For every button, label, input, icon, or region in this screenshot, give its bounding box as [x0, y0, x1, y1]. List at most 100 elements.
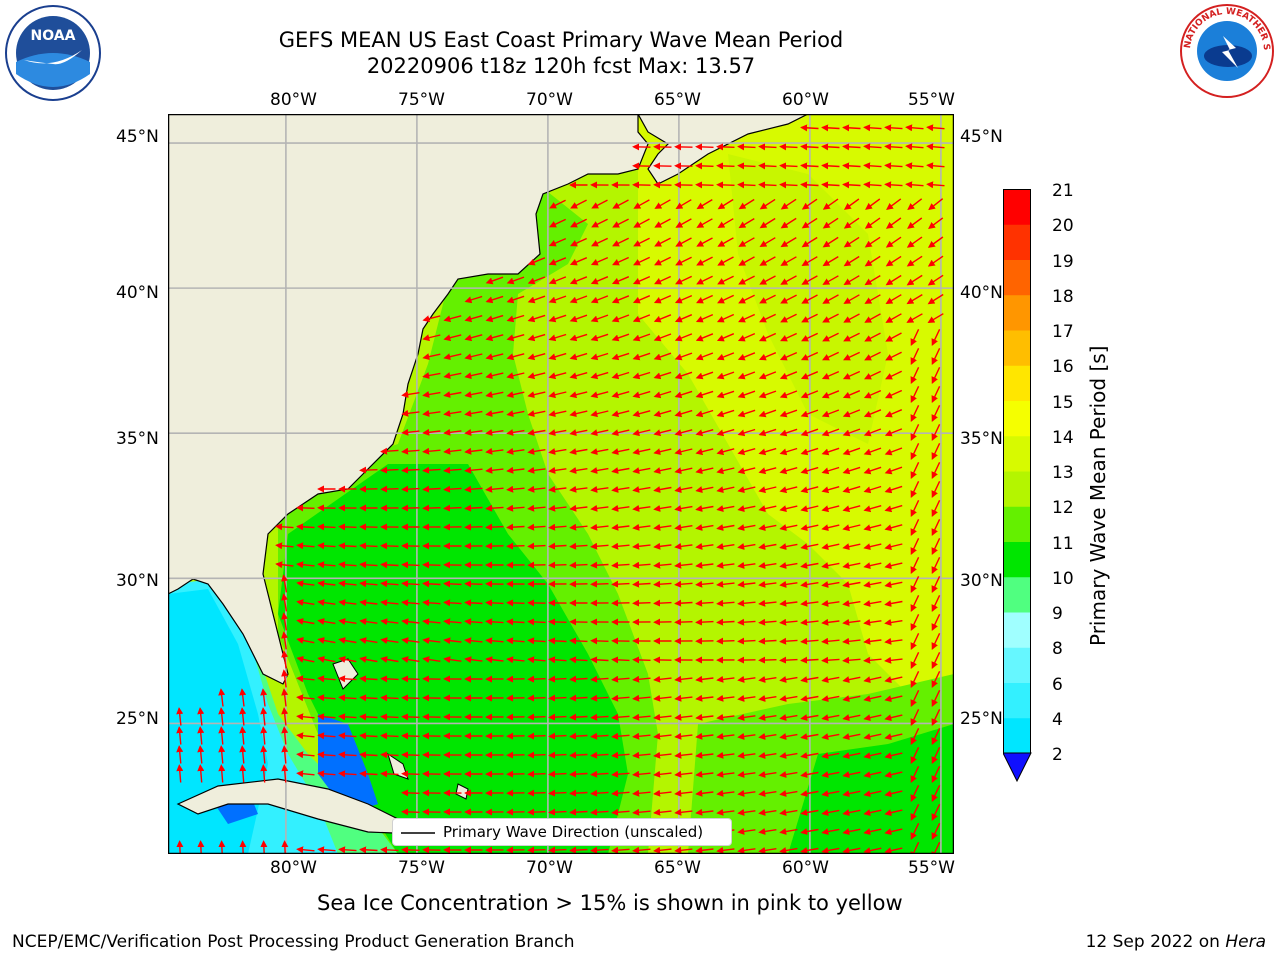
wave-direction-arrow — [317, 732, 336, 740]
wave-direction-arrow — [317, 637, 336, 644]
wave-direction-arrow — [758, 732, 777, 740]
wave-direction-arrow — [281, 650, 289, 669]
wave-direction-arrow — [548, 429, 567, 436]
wave-direction-arrow — [260, 726, 268, 745]
wave-direction-arrow — [842, 752, 861, 760]
wave-direction-arrow — [653, 599, 672, 607]
wave-direction-arrow — [905, 162, 924, 170]
wave-direction-arrow — [281, 688, 289, 707]
wave-direction-arrow — [632, 732, 651, 740]
wave-direction-arrow — [590, 371, 609, 380]
wave-direction-arrow — [910, 766, 920, 783]
wave-direction-arrow — [632, 295, 651, 304]
wave-direction-arrow — [884, 562, 903, 570]
wave-direction-arrow — [611, 542, 630, 550]
wave-direction-arrow — [863, 752, 882, 760]
wave-direction-arrow — [885, 370, 903, 380]
wave-direction-arrow — [527, 333, 546, 342]
wave-direction-arrow — [464, 295, 483, 304]
page-title: GEFS MEAN US East Coast Primary Wave Mea… — [278, 28, 844, 52]
wave-direction-arrow — [590, 713, 609, 721]
wave-direction-arrow — [422, 466, 441, 474]
wave-direction-arrow — [737, 599, 756, 607]
colorbar-segment — [1003, 189, 1031, 225]
wave-direction-arrow — [653, 504, 672, 512]
wave-direction-arrow — [821, 181, 840, 189]
wave-direction-arrow — [800, 733, 819, 740]
wave-direction-arrow — [910, 614, 920, 631]
wave-direction-arrow — [843, 351, 860, 361]
wave-direction-arrow — [569, 713, 588, 721]
wave-direction-arrow — [738, 218, 755, 229]
wave-direction-arrow — [527, 372, 546, 380]
lat-label-left-45n: 45°N — [116, 127, 159, 147]
wave-direction-arrow — [570, 218, 588, 228]
sea-ice-note: Sea Ice Concentration > 15% is shown in … — [317, 891, 903, 915]
wave-direction-arrow — [931, 500, 941, 517]
wave-direction-arrow — [779, 656, 798, 664]
wave-direction-arrow — [779, 351, 798, 361]
wave-direction-arrow — [927, 255, 944, 267]
lat-label-left-25n: 25°N — [116, 709, 159, 729]
wave-direction-arrow — [380, 732, 399, 740]
wave-direction-arrow — [674, 770, 693, 778]
wave-direction-arrow — [931, 462, 941, 479]
wave-direction-arrow — [821, 599, 840, 607]
wave-direction-arrow — [737, 448, 756, 456]
wave-direction-arrow — [380, 770, 399, 778]
wave-direction-arrow — [910, 728, 920, 745]
wave-direction-arrow — [611, 580, 630, 588]
colorbar-segment — [1003, 612, 1031, 648]
wave-direction-arrow — [569, 333, 588, 342]
wave-direction-arrow — [758, 694, 777, 702]
wave-direction-arrow — [422, 656, 441, 664]
wave-direction-arrow — [548, 713, 567, 721]
wave-direction-arrow — [632, 467, 651, 474]
wave-direction-arrow — [800, 637, 819, 645]
wave-direction-arrow — [422, 428, 441, 436]
wave-direction-arrow — [611, 485, 630, 493]
wave-direction-arrow — [218, 707, 226, 726]
wave-direction-arrow — [842, 485, 861, 494]
wave-direction-arrow — [674, 789, 693, 797]
wave-direction-arrow — [801, 275, 818, 285]
wave-direction-arrow — [506, 637, 525, 645]
wave-direction-arrow — [590, 295, 609, 304]
wave-direction-arrow — [548, 276, 567, 285]
wave-direction-arrow — [800, 143, 819, 151]
wave-direction-arrow — [281, 764, 289, 783]
wave-direction-arrow — [716, 524, 735, 531]
wave-direction-arrow — [338, 618, 357, 626]
wave-direction-arrow — [800, 752, 819, 759]
wave-direction-arrow — [612, 237, 630, 247]
wave-direction-arrow — [842, 143, 861, 151]
wave-direction-arrow — [401, 580, 420, 588]
wave-direction-arrow — [506, 618, 525, 626]
wave-direction-arrow — [632, 846, 651, 854]
wave-direction-arrow — [695, 789, 714, 797]
wave-direction-arrow — [716, 580, 735, 588]
wave-direction-arrow — [632, 561, 651, 569]
wave-direction-arrow — [905, 181, 924, 189]
wave-direction-arrow — [926, 162, 945, 170]
wave-direction-arrow — [737, 694, 756, 702]
wave-direction-arrow — [380, 846, 399, 854]
wave-direction-arrow — [695, 333, 714, 342]
wave-direction-arrow — [443, 353, 462, 361]
wave-direction-arrow — [380, 447, 399, 455]
wave-direction-arrow — [506, 447, 525, 455]
wave-direction-arrow — [821, 447, 840, 456]
wave-direction-arrow — [884, 504, 903, 513]
colorbar-outline — [1003, 189, 1031, 754]
wave-direction-arrow — [716, 637, 735, 645]
wave-direction-arrow — [910, 443, 920, 460]
wave-direction-arrow — [401, 390, 420, 398]
wave-direction-arrow — [910, 405, 920, 422]
wave-direction-arrow — [931, 481, 941, 498]
wave-direction-arrow — [296, 732, 315, 740]
wave-direction-arrow — [758, 143, 777, 151]
wave-direction-arrow — [464, 428, 483, 436]
wave-direction-arrow — [422, 409, 441, 417]
wave-direction-arrow — [863, 828, 882, 836]
wave-direction-arrows — [176, 124, 945, 859]
